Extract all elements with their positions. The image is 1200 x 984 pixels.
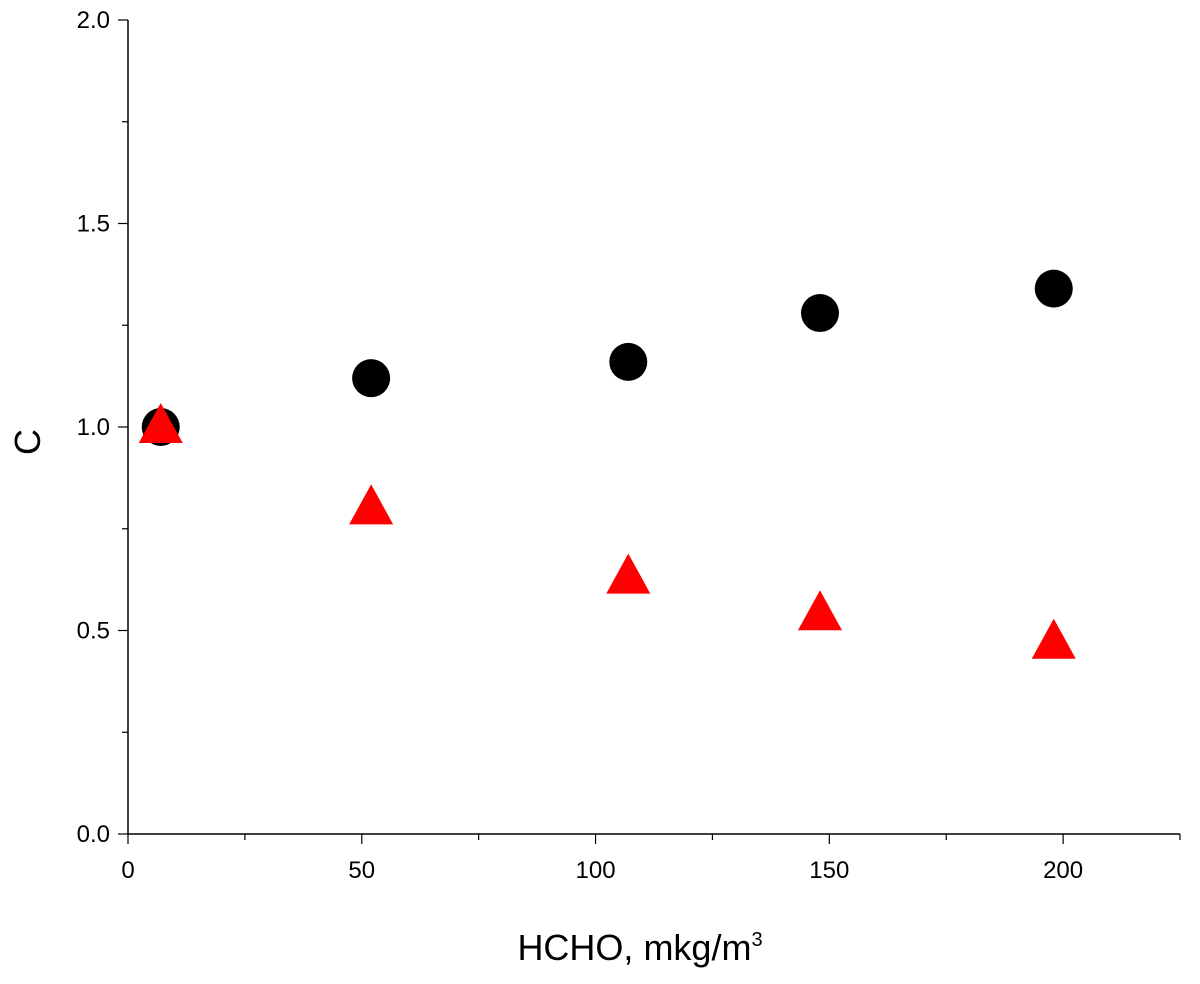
- axes: 0.0 0.5 1.0 1.5 2.0 0 50 100 150 200: [77, 7, 1181, 884]
- y-tick-label: 0.0: [77, 821, 110, 848]
- x-tick-label: 50: [348, 857, 375, 884]
- x-axis-title-superscript: 3: [751, 929, 762, 951]
- y-tick-label: 1.5: [77, 211, 110, 238]
- triangle-point: [606, 553, 651, 594]
- circle-point: [800, 294, 839, 333]
- triangle-point: [797, 590, 842, 631]
- triangle-point: [1031, 618, 1076, 659]
- x-tick-label: 150: [809, 857, 849, 884]
- x-tick-label: 0: [121, 857, 134, 884]
- triangle-point: [349, 484, 394, 525]
- circle-point: [1034, 269, 1073, 308]
- data-points: [138, 269, 1076, 659]
- y-tick-label: 2.0: [77, 7, 110, 34]
- y-tick-label: 0.5: [77, 618, 110, 645]
- x-axis-title: HCHO, mkg/m3: [517, 927, 762, 968]
- y-tick-label: 1.0: [77, 414, 110, 441]
- y-axis-title: C: [7, 429, 48, 455]
- circle-point: [352, 359, 391, 398]
- triangle-point: [138, 403, 183, 443]
- circle-point: [609, 342, 648, 381]
- x-tick-label: 100: [576, 857, 616, 884]
- x-tick-label: 200: [1043, 857, 1083, 884]
